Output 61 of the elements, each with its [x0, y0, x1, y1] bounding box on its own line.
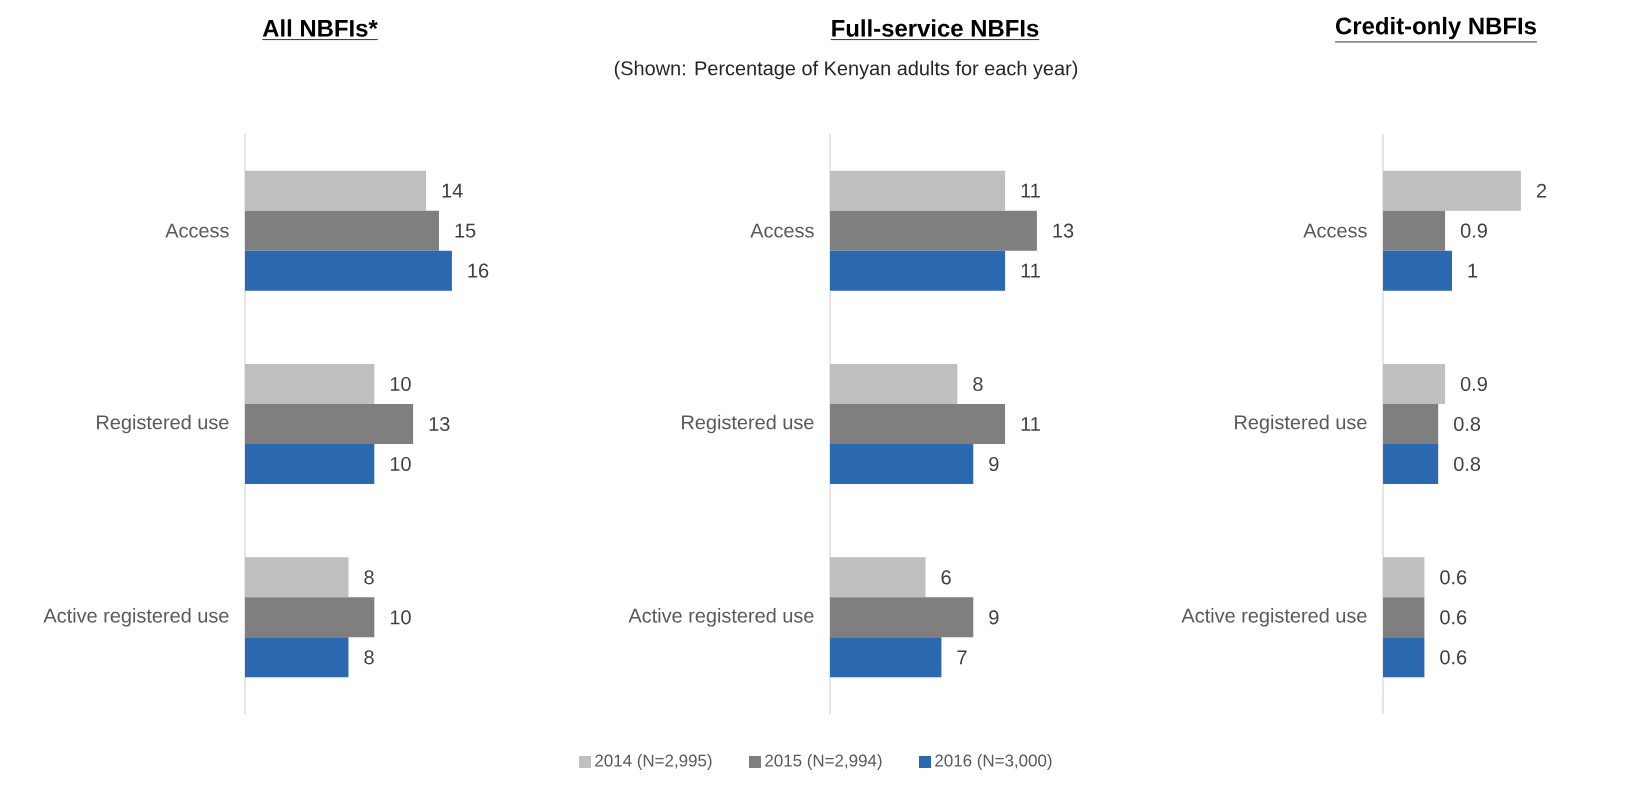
- bar: [830, 597, 974, 638]
- data-label: 15: [455, 223, 476, 238]
- chart-title: Full-service NBFIs: [832, 19, 1039, 37]
- data-label: 0.8: [1454, 416, 1481, 432]
- bar: [1383, 444, 1439, 485]
- y-tick-label: Active registered use: [43, 608, 229, 627]
- data-label: 8: [973, 376, 983, 392]
- data-label: 0.6: [1440, 650, 1467, 665]
- data-label: 10: [390, 610, 411, 625]
- chart-title: Credit-only NBFIs: [1336, 16, 1536, 40]
- data-label: 13: [429, 416, 450, 432]
- bar: [1383, 597, 1425, 638]
- y-tick-label: Registered use: [1235, 414, 1367, 434]
- data-label: 0.6: [1440, 570, 1467, 585]
- bar: [245, 637, 349, 678]
- y-tick-label: Active registered use: [1181, 608, 1367, 627]
- bar: [245, 597, 375, 638]
- y-tick-label: Registered use: [97, 414, 229, 434]
- data-label: 11: [1021, 183, 1040, 198]
- data-label: 8: [364, 650, 374, 665]
- data-label: 2: [1536, 183, 1547, 198]
- bar: [245, 404, 414, 444]
- bar: [830, 210, 1037, 251]
- data-label: 6: [941, 570, 951, 585]
- data-label: 10: [390, 456, 411, 472]
- legend-label: 2015 (N=2,994): [765, 754, 882, 770]
- data-label: 13: [1053, 223, 1074, 238]
- bar: [830, 404, 1006, 444]
- data-label: 0.6: [1440, 610, 1467, 625]
- y-tick-label: Access: [1303, 223, 1367, 238]
- data-label: 0.8: [1454, 456, 1481, 472]
- bar: [1383, 637, 1425, 678]
- data-label: 1: [1468, 263, 1478, 278]
- data-label: 9: [989, 610, 999, 625]
- data-label: 16: [468, 263, 489, 278]
- chart-subtitle: (Shown: Percentage of Kenyan adults for each year): [614, 60, 1078, 80]
- y-tick-label: Registered use: [682, 414, 814, 434]
- bar: [830, 250, 1006, 291]
- bar: [245, 444, 375, 485]
- bar: [1383, 250, 1452, 291]
- bar: [1383, 404, 1439, 444]
- y-tick-label: Access: [165, 223, 229, 238]
- bar: [245, 250, 452, 291]
- bar: [830, 444, 974, 485]
- data-label: 7: [957, 650, 967, 665]
- chart-title: All NBFIs*: [262, 19, 378, 37]
- y-tick-label: Active registered use: [628, 608, 814, 627]
- bar: [245, 210, 439, 251]
- data-label: 8: [364, 570, 374, 585]
- legend-label: 2016 (N=3,000): [935, 754, 1052, 770]
- legend-label: 2014 (N=2,995): [595, 754, 712, 770]
- bar: [830, 637, 942, 678]
- data-label: 0.9: [1460, 223, 1487, 238]
- data-label: 9: [989, 456, 999, 472]
- data-label: 11: [1021, 417, 1040, 431]
- y-tick-label: Access: [750, 223, 814, 238]
- bar: [1383, 210, 1446, 251]
- data-label: 11: [1021, 263, 1040, 278]
- data-label: 0.9: [1460, 376, 1487, 392]
- data-label: 14: [442, 183, 463, 198]
- data-label: 10: [390, 376, 411, 392]
